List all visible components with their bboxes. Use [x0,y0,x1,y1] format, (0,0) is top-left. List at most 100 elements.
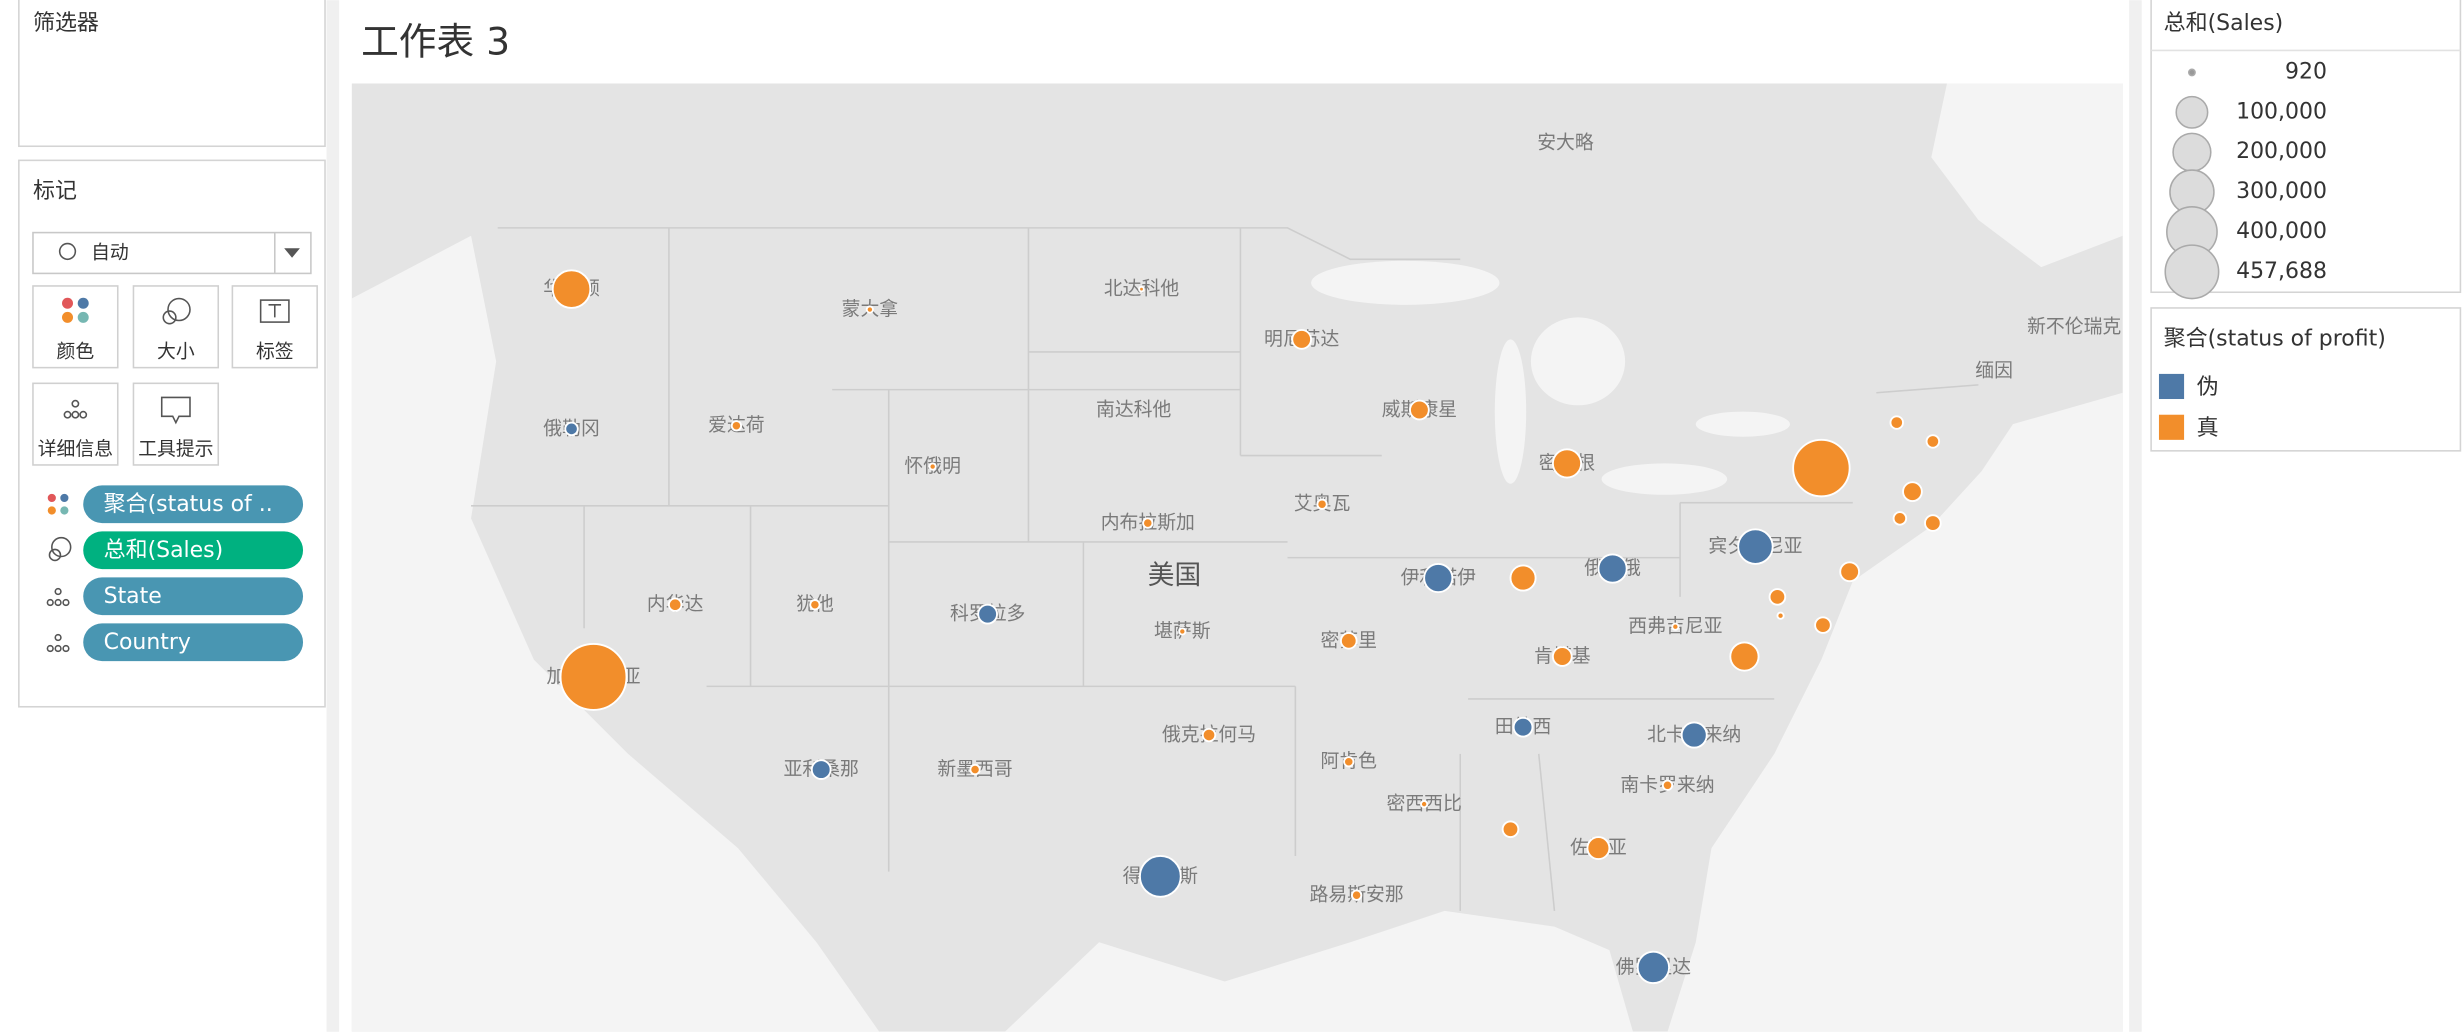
pill-icon [54,598,62,607]
bubble[interactable] [969,763,981,776]
map: 华盛顿俄勒冈爱达荷蒙大拿北达科他明尼苏达南达科他威斯康星怀俄明密歇根安大略内布拉… [351,83,2123,1032]
bubble[interactable] [810,759,832,780]
pill-icon [51,536,72,558]
mark-button[interactable] [32,285,119,369]
splitter [326,0,340,1032]
pill-icon [62,644,70,653]
filters-card[interactable] [18,0,326,148]
bubble[interactable] [977,603,998,625]
bubble[interactable] [1350,889,1363,901]
bubble[interactable] [1597,553,1628,584]
bubble[interactable] [730,420,743,432]
bubble[interactable] [1138,854,1182,898]
bubble[interactable] [1512,716,1534,738]
bubble[interactable] [1138,285,1145,293]
icon [71,410,80,419]
bubble[interactable] [1423,562,1454,594]
bubble[interactable] [1925,434,1941,449]
icon [167,297,191,322]
bubble[interactable] [1768,588,1787,606]
bubble[interactable] [1814,616,1832,634]
bubble[interactable] [1680,721,1708,749]
mark-type-icon [58,242,77,261]
bubble[interactable] [1420,800,1429,809]
marks-title: 标记 [33,179,77,204]
bubble[interactable] [1409,399,1430,421]
bubble[interactable] [1671,622,1680,631]
color-swatch[interactable] [2158,414,2185,440]
bubble[interactable] [1892,511,1908,526]
bubble[interactable] [1501,820,1520,839]
icon [63,410,72,419]
bubble[interactable] [559,643,628,711]
bubble[interactable] [667,597,683,612]
size-legend-label: 300,000 [2236,179,2327,204]
bubble[interactable] [1792,438,1851,498]
size-legend-label: 200,000 [2236,139,2327,164]
mark-button-label: 详细信息 [38,438,113,460]
bubble[interactable] [1586,836,1611,861]
bubble[interactable] [1902,481,1923,503]
bubble[interactable] [1142,517,1154,529]
ocean [351,235,880,1032]
marks-fields: 聚合(status of .. 总和(Sales) State Country [46,485,304,662]
bubble[interactable] [928,462,937,471]
mark-button[interactable] [231,285,318,369]
field-pill[interactable] [83,623,304,662]
size-swatch [2172,132,2212,172]
bubble[interactable] [1737,528,1774,565]
bubble[interactable] [1661,779,1674,791]
bay [1931,83,2123,268]
bubble[interactable] [809,599,821,611]
pill-icon [54,644,62,653]
pill-icon [48,548,62,562]
field-pill[interactable] [83,485,304,524]
bubble[interactable] [1339,632,1358,650]
mark-button-label: 大小 [157,340,195,362]
bubble[interactable] [564,421,579,437]
bubble[interactable] [1551,646,1573,667]
bubble[interactable] [1924,514,1942,532]
size-legend-label: 920 [2285,59,2327,84]
size-swatch [2175,95,2209,129]
bubble[interactable] [1729,641,1760,672]
lake [1494,339,1527,484]
field-pill-label: State [104,584,162,609]
bubble[interactable] [1316,498,1328,510]
bubble[interactable] [1551,448,1583,479]
color-legend-label[interactable]: 真 [2197,416,2219,441]
field-pill[interactable] [83,531,304,570]
filters-title: 筛选器 [33,11,99,36]
map-label: 新不伦瑞克 [2027,315,2121,337]
bubble[interactable] [1839,561,1861,583]
color-legend-label[interactable]: 伪 [2197,375,2219,400]
bubble[interactable] [1201,727,1217,743]
bubble[interactable] [865,305,874,314]
mark-type-dropdown[interactable] [32,231,312,275]
bubble[interactable] [1509,564,1537,592]
bubble[interactable] [1636,950,1671,985]
bubble[interactable] [1343,756,1355,768]
bubble[interactable] [1776,611,1785,620]
mark-button[interactable] [32,382,119,466]
mark-button[interactable] [132,382,220,466]
field-pill[interactable] [83,577,304,616]
size-legend: 920 100,000 200,000 300,000 400,000 457,688 [2164,59,2327,300]
pill-icon [47,493,56,503]
bubble[interactable] [1889,415,1904,430]
icon [62,311,74,323]
icon [160,396,191,425]
color-legend: 伪真 [2158,373,2219,441]
atlantic [1667,392,2123,1032]
pill-icon [54,587,62,596]
map-label: 缅因 [1975,359,2013,381]
size-legend-label: 100,000 [2236,99,2327,124]
color-swatch[interactable] [2158,373,2185,400]
bubble[interactable] [1291,328,1313,350]
pill-icon [46,598,54,607]
bubble[interactable] [551,269,592,309]
bubble[interactable] [1178,627,1187,636]
splitter [2129,0,2142,1032]
